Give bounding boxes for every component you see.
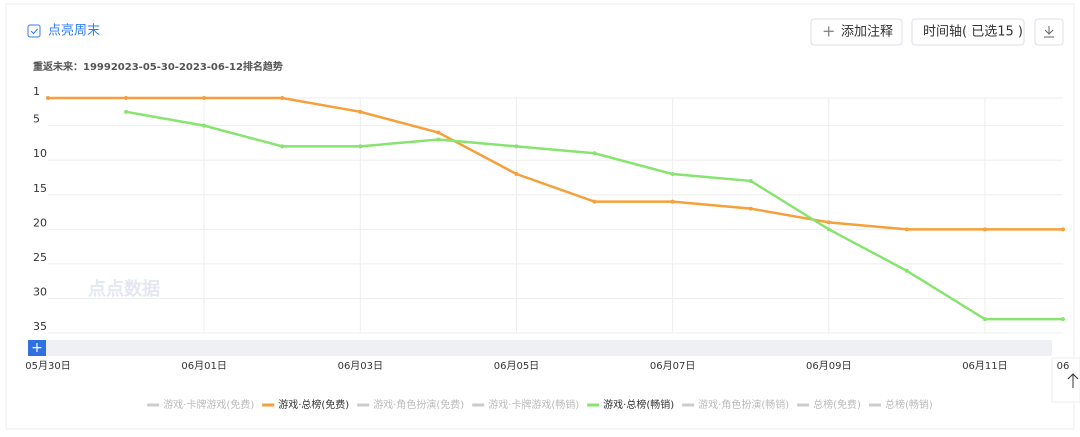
point	[358, 109, 363, 114]
y-tick-label: 15	[33, 182, 47, 195]
toggle-label[interactable]: 点亮周末	[48, 23, 100, 39]
point	[826, 227, 831, 232]
legend-swatch	[472, 403, 485, 407]
legend-label: 总榜(免费)	[813, 398, 861, 411]
legend-swatch	[147, 403, 160, 407]
point	[46, 96, 50, 100]
back-to-top[interactable]	[1051, 357, 1080, 403]
download-icon	[1044, 26, 1054, 38]
legend-label: 游戏·角色扮演(免费)	[373, 398, 464, 411]
x-tick-label: 06月09日	[806, 360, 851, 372]
x-tick-label: 06月01日	[181, 360, 226, 372]
x-tick-label: 06月03日	[338, 360, 383, 372]
point	[592, 199, 597, 204]
legend-swatch	[262, 403, 275, 407]
point	[124, 109, 129, 114]
panel-border	[5, 3, 1075, 430]
legend-label: 游戏·卡牌游戏(免费)	[163, 398, 254, 411]
add-note-button[interactable]	[810, 18, 903, 46]
point	[202, 96, 207, 100]
point	[358, 144, 363, 149]
y-tick-label: 30	[33, 285, 47, 298]
y-tick-label: 20	[33, 216, 47, 229]
point	[670, 199, 675, 204]
point	[436, 130, 441, 135]
point	[514, 144, 519, 149]
legend-label: 游戏·角色扮演(畅销)	[698, 398, 789, 411]
point	[514, 172, 519, 177]
legend-label: 游戏·卡牌游戏(畅销)	[488, 398, 579, 411]
point	[904, 268, 909, 273]
watermark: 点点数据	[88, 278, 160, 300]
x-tick-label: 06月05日	[494, 360, 539, 372]
up-icon	[1067, 373, 1079, 388]
series-line	[48, 96, 1063, 231]
legend-swatch	[797, 403, 810, 407]
subtitle: 重返未来：19992023-05-30-2023-06-12排名趋势	[33, 60, 283, 73]
timeline-label[interactable]: 时间轴( 已选15 )	[923, 25, 1023, 40]
point	[280, 96, 285, 100]
point	[982, 227, 987, 232]
point	[436, 137, 441, 142]
point	[280, 144, 285, 149]
point	[1061, 227, 1065, 232]
legend-label: 游戏·总榜(免费)	[278, 398, 349, 411]
zoom-bar[interactable]	[28, 340, 1052, 356]
point	[1061, 317, 1065, 322]
x-tick-label: 06	[1057, 361, 1070, 372]
legend-swatch	[868, 403, 881, 407]
legend-label: 总榜(畅销)	[885, 398, 933, 411]
point	[982, 317, 987, 322]
point	[592, 151, 597, 156]
y-tick-label: 35	[33, 320, 47, 333]
zoom-handle[interactable]	[28, 340, 46, 356]
add-note-label[interactable]: 添加注释	[841, 25, 893, 40]
x-tick-label: 05月30日	[25, 360, 70, 372]
zoom-plus: +	[31, 340, 43, 356]
y-tick-label: 25	[33, 251, 47, 264]
x-tick-label: 06月07日	[650, 360, 695, 372]
point	[826, 220, 831, 225]
point	[748, 178, 753, 183]
point	[748, 206, 753, 211]
legend-swatch	[682, 403, 695, 407]
y-tick-label: 1	[33, 85, 40, 98]
legend-swatch	[357, 403, 370, 407]
point	[670, 172, 675, 177]
timeline-button[interactable]	[911, 18, 1025, 46]
point	[202, 123, 207, 128]
plus-icon: +	[822, 22, 835, 41]
toggle-checkbox[interactable]	[27, 24, 41, 38]
x-tick-label: 06月11日	[962, 360, 1007, 372]
check-icon	[30, 28, 38, 35]
y-tick-label: 5	[33, 113, 40, 126]
point	[124, 96, 129, 100]
legend-swatch	[587, 403, 600, 407]
y-tick-label: 10	[33, 147, 47, 160]
point	[904, 227, 909, 232]
legend-label: 游戏·总榜(畅销)	[603, 398, 674, 411]
